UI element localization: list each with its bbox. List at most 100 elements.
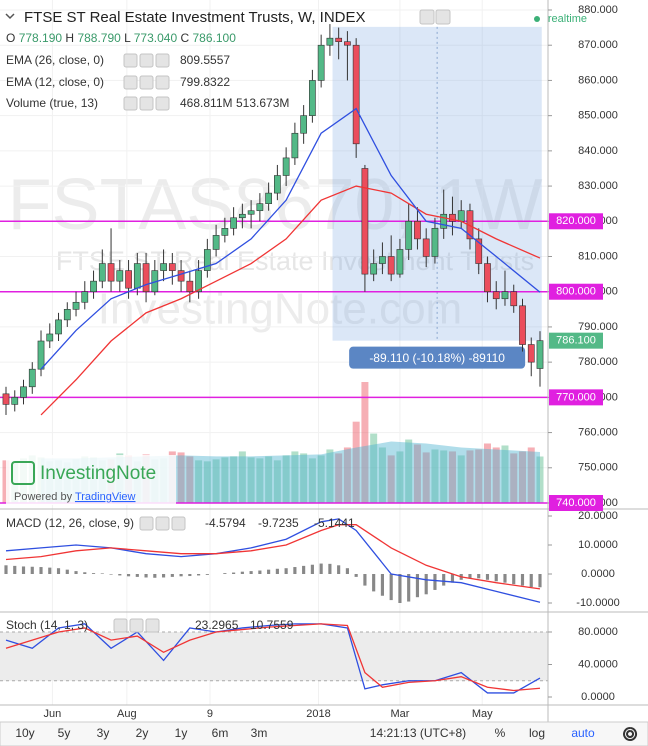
candle-body [510, 291, 518, 307]
volume-bar [308, 458, 316, 503]
settings-icon[interactable] [139, 75, 154, 90]
eye-icon[interactable] [139, 516, 154, 531]
macd-histogram-bar [135, 574, 139, 577]
provider-link[interactable]: TradingView [75, 491, 136, 503]
macd-histogram-bar [398, 574, 402, 603]
candle-body [230, 217, 237, 229]
range-button[interactable]: 6m [212, 726, 229, 740]
macd-histogram-bar [144, 574, 148, 578]
hline-label: 740.000 [556, 497, 596, 509]
volume-bar [483, 443, 491, 503]
y-tick-label: 860.000 [578, 74, 618, 86]
eye-icon[interactable] [123, 75, 138, 90]
macd-histogram-bar [109, 574, 113, 575]
candle-body [256, 203, 264, 212]
close-icon[interactable] [155, 53, 170, 68]
macd-histogram-bar [337, 565, 341, 574]
range-button[interactable]: 3m [251, 726, 268, 740]
measure-label: -89.110 (-10.18%) -89110 [369, 351, 505, 365]
hline-label: 800.000 [556, 286, 596, 298]
close-icon[interactable] [155, 96, 170, 111]
y-tick-label: 790.000 [578, 321, 618, 333]
settings-icon[interactable] [129, 618, 144, 633]
x-tick-label: Aug [117, 708, 137, 720]
macd-histogram-bar [126, 574, 131, 577]
macd-histogram-bar [380, 574, 385, 596]
close-icon[interactable] [145, 618, 160, 633]
y-tick-label: 40.0000 [578, 658, 618, 670]
ema12-title: EMA (12, close, 0) [6, 75, 104, 89]
volume-bar [466, 450, 474, 503]
y-tick-label: 780.000 [578, 356, 618, 368]
eye-icon[interactable] [419, 9, 435, 25]
option-button[interactable]: auto [571, 726, 595, 740]
candle-body [527, 344, 535, 363]
volume-bar [387, 455, 395, 503]
close-icon[interactable] [155, 75, 170, 90]
range-button[interactable]: 5y [58, 726, 71, 740]
range-button[interactable]: 3y [97, 726, 110, 740]
last-price-label: 786.100 [556, 335, 596, 347]
macd-histogram-bar [161, 574, 166, 578]
macd-title: MACD (12, 26, close, 9) [6, 516, 134, 530]
chart-title: FTSE ST Real Estate Investment Trusts, W… [24, 9, 366, 26]
eye-icon[interactable] [123, 96, 138, 111]
macd-value: -9.7235 [258, 516, 299, 530]
range-button[interactable]: 10y [15, 726, 34, 740]
y-tick-label: 830.000 [578, 180, 618, 192]
indicator-line [5, 623, 541, 694]
settings-icon[interactable] [155, 516, 170, 531]
macd-histogram-bar [328, 563, 332, 574]
eye-icon[interactable] [113, 618, 128, 633]
macd-histogram-bar [48, 567, 52, 574]
candle-body [536, 340, 544, 369]
candle-body [72, 301, 80, 310]
ohlc-label: L [124, 31, 131, 45]
candle-body [326, 37, 334, 46]
x-tick-label: Jun [44, 708, 62, 720]
option-button[interactable]: log [529, 726, 545, 740]
x-tick-label: May [472, 708, 493, 720]
volume-bar [247, 457, 255, 503]
volume-bar [186, 456, 194, 503]
close-icon[interactable] [171, 516, 186, 531]
eye-icon[interactable] [123, 53, 138, 68]
y-tick-label: 870.000 [578, 39, 618, 51]
y-tick-label: 80.0000 [578, 626, 618, 638]
macd-histogram-bar [21, 566, 26, 574]
candle-body [125, 270, 132, 289]
y-tick-label: 20.0000 [578, 510, 618, 522]
volume-bar [413, 444, 421, 503]
candle-body [221, 228, 229, 236]
candle-body [282, 157, 290, 176]
volume-bar [510, 453, 518, 503]
macd-histogram-bar [354, 574, 358, 577]
collapse-icon[interactable] [5, 13, 15, 20]
candle-body [291, 132, 299, 159]
range-button[interactable]: 2y [136, 726, 149, 740]
gear-icon[interactable] [623, 727, 638, 741]
candle-body [361, 168, 369, 275]
settings-icon[interactable] [139, 96, 154, 111]
option-button[interactable]: % [495, 726, 506, 740]
hline-label-bg [549, 283, 603, 300]
volume-bar [203, 461, 211, 503]
candle-body [344, 41, 351, 46]
candle-body [300, 115, 308, 134]
powered-text: Powered by [14, 491, 73, 503]
range-button[interactable]: 1y [175, 726, 188, 740]
volume-bar [492, 447, 500, 503]
candle-body [414, 220, 421, 240]
candle-body [405, 220, 413, 250]
candle-body [492, 291, 500, 300]
volume-bar [317, 455, 325, 503]
settings-icon[interactable] [139, 53, 154, 68]
y-tick-label: 0.0000 [581, 568, 615, 580]
last-price-bg [549, 332, 603, 349]
candle-body [116, 270, 124, 282]
settings-icon[interactable] [435, 9, 451, 25]
macd-histogram-bar [512, 574, 516, 585]
candle-body [212, 235, 220, 250]
candle-body [81, 291, 89, 303]
